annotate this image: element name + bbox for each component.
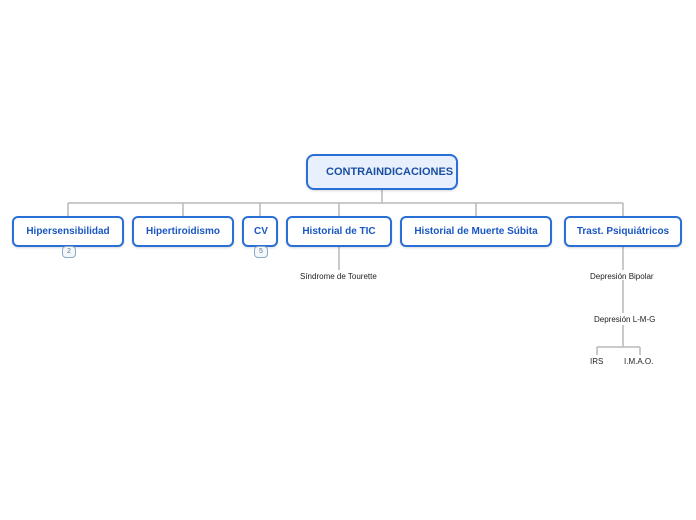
child-node-cv: CV — [242, 216, 278, 247]
connectors — [0, 0, 696, 520]
child-label: Hipersensibilidad — [26, 226, 109, 237]
sub-node-bipolar: Depresión Bipolar — [590, 272, 654, 281]
root-node: CONTRAINDICACIONES — [306, 154, 458, 190]
sub-node-irs: IRS — [590, 357, 603, 366]
sub-node-tourette: Síndrome de Tourette — [300, 272, 377, 281]
badge-hipersensibilidad: 2 — [62, 246, 76, 258]
child-label: CV — [254, 226, 268, 237]
sub-node-imao: I.M.A.O. — [624, 357, 653, 366]
child-node-trast-psiq: Trast. Psiquiátricos — [564, 216, 682, 247]
child-label: Historial de TIC — [302, 226, 375, 237]
child-label: Trast. Psiquiátricos — [577, 226, 669, 237]
root-label: CONTRAINDICACIONES — [326, 166, 453, 178]
child-node-hipersensibilidad: Hipersensibilidad — [12, 216, 124, 247]
badge-cv: 5 — [254, 246, 268, 258]
sub-node-lmg: Depresión L-M-G — [594, 315, 655, 324]
child-node-historial-tic: Historial de TIC — [286, 216, 392, 247]
child-node-historial-muerte: Historial de Muerte Súbita — [400, 216, 552, 247]
child-node-hipertiroidismo: Hipertiroidismo — [132, 216, 234, 247]
child-label: Hipertiroidismo — [146, 226, 220, 237]
child-label: Historial de Muerte Súbita — [414, 226, 537, 237]
